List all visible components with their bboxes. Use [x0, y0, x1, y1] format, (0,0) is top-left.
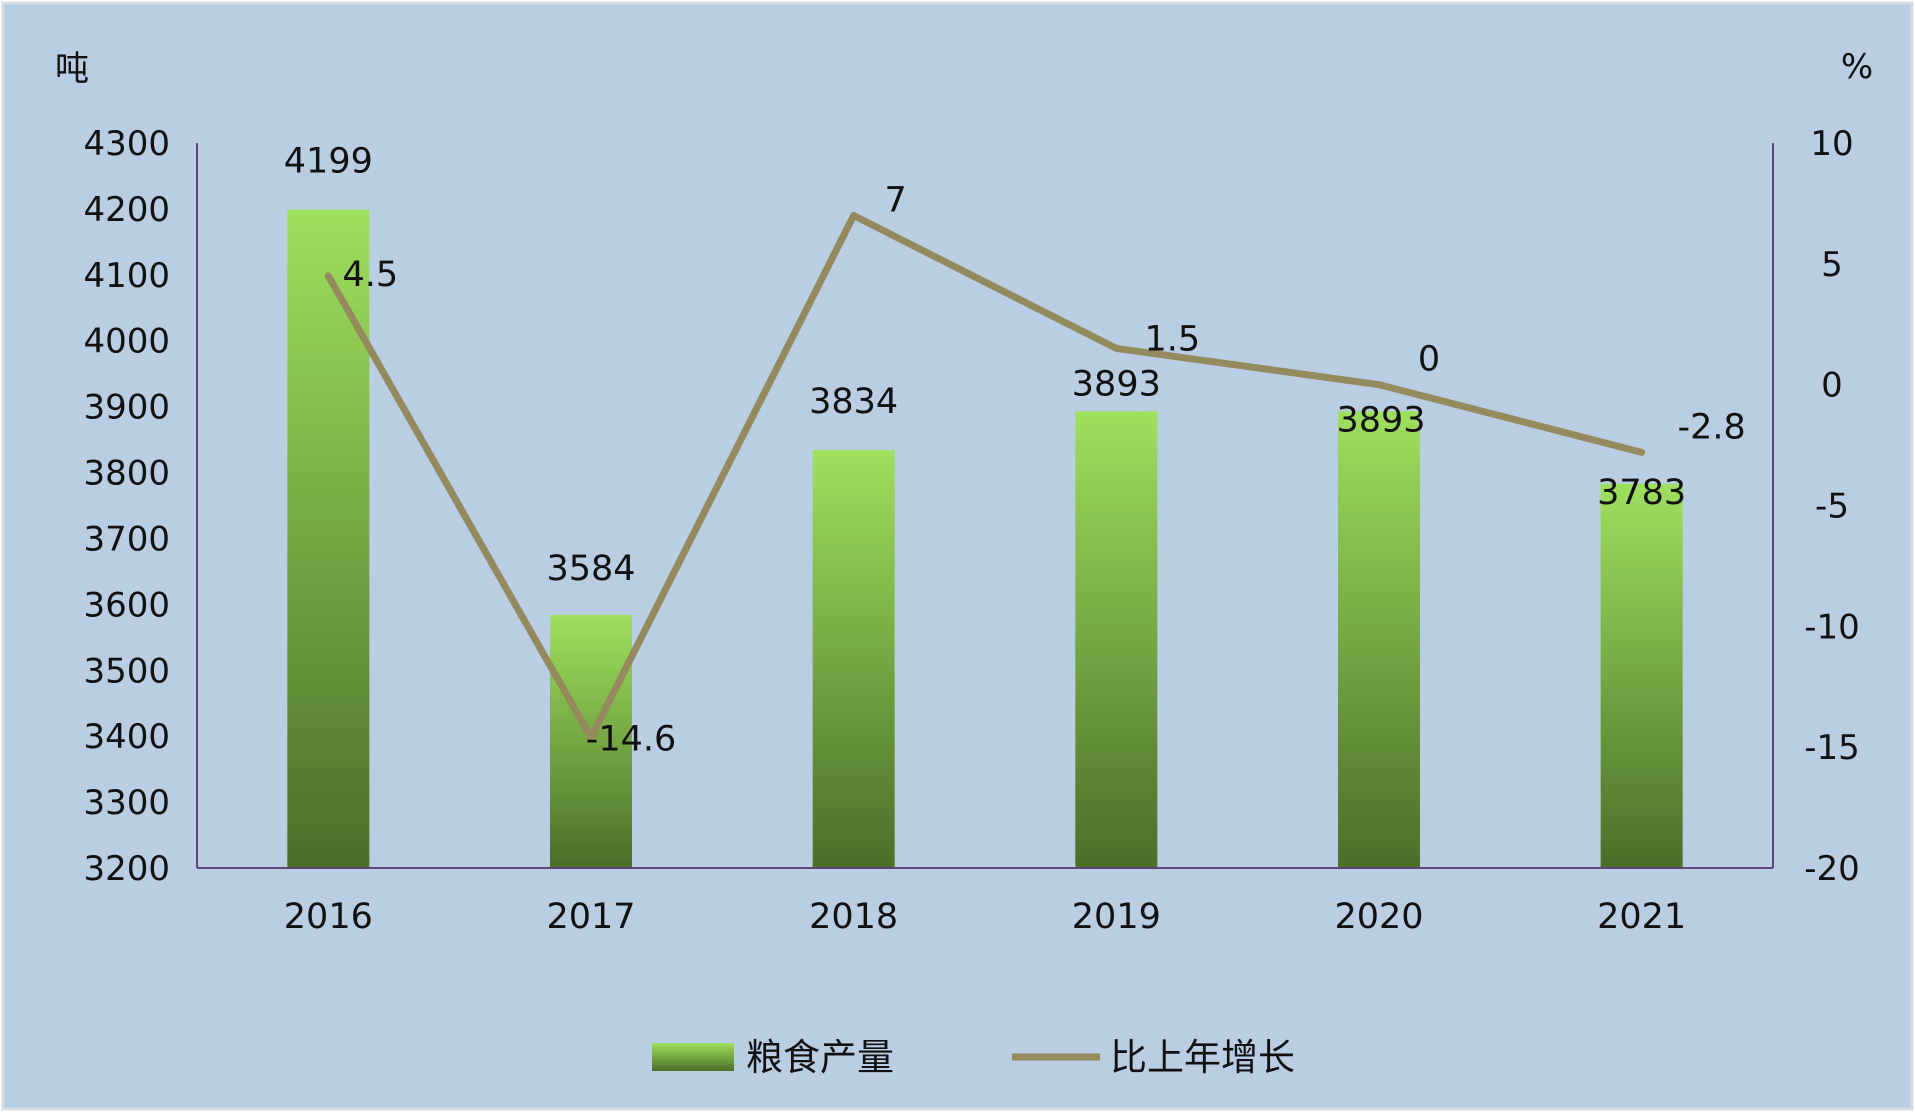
bar-value-labels: 4199 3584 3834 3893 3893 3783 [284, 142, 1686, 589]
right-tick-label: 0 [1821, 366, 1843, 406]
right-tick-label: -5 [1815, 487, 1849, 527]
line-value-label: 4.5 [342, 255, 398, 295]
left-tick-label: 4100 [83, 256, 170, 296]
bar-value-label: 4199 [284, 142, 373, 182]
left-tick-label: 3900 [83, 388, 170, 428]
left-axis-ticks: 4300 4200 4100 4000 3900 3800 3700 3600 3500 3400… [83, 124, 170, 889]
bar-value-label: 3783 [1597, 473, 1686, 513]
bar-2019 [1075, 411, 1158, 868]
line-value-label: 1.5 [1144, 319, 1200, 359]
category-label: 2021 [1597, 897, 1686, 937]
line-value-label: -14.6 [586, 720, 677, 760]
bar-value-label: 3893 [1072, 364, 1161, 404]
category-label: 2019 [1072, 897, 1161, 937]
legend-swatch-bar [652, 1043, 734, 1071]
bar-2021 [1600, 483, 1683, 868]
category-label: 2017 [546, 897, 635, 937]
bar-value-label: 3834 [809, 382, 898, 422]
category-label: 2016 [284, 897, 373, 937]
right-tick-label: -10 [1804, 607, 1860, 647]
left-tick-label: 4300 [83, 124, 170, 164]
left-tick-label: 3700 [83, 519, 170, 559]
axes [196, 143, 1774, 869]
left-axis-unit: 吨 [55, 49, 89, 89]
bar-2016 [287, 209, 370, 868]
right-tick-label: -20 [1804, 849, 1860, 889]
left-tick-label: 3200 [83, 849, 170, 889]
right-axis-unit: % [1841, 47, 1873, 87]
left-tick-label: 3800 [83, 454, 170, 494]
right-tick-label: 5 [1821, 245, 1843, 285]
growth-line [324, 212, 1646, 741]
growth-point-2020 [1376, 381, 1382, 388]
right-tick-label: 10 [1810, 124, 1853, 164]
left-tick-label: 3500 [83, 651, 170, 691]
bar-series [287, 209, 1683, 868]
legend-label-line: 比上年增长 [1110, 1036, 1295, 1079]
line-value-label: -2.8 [1678, 407, 1746, 447]
growth-point-2017 [588, 734, 594, 741]
growth-point-2019 [1113, 345, 1120, 352]
category-labels: 2016 2017 2018 2019 2020 2021 [284, 897, 1686, 937]
line-value-labels: 4.5 -14.6 7 1.5 0 -2.8 [342, 181, 1745, 760]
right-tick-label: -15 [1804, 728, 1860, 768]
line-series [324, 212, 1646, 741]
growth-point-2016 [325, 272, 332, 279]
legend-label-bar: 粮食产量 [746, 1036, 894, 1079]
right-axis-ticks: 10 5 0 -5 -10 -15 -20 [1804, 124, 1860, 889]
bar-2018 [812, 450, 895, 868]
left-tick-label: 3600 [83, 585, 170, 625]
left-tick-label: 3300 [83, 783, 170, 823]
left-tick-label: 4000 [83, 322, 170, 362]
bar-value-label: 3584 [546, 549, 635, 589]
left-tick-label: 4200 [83, 190, 170, 230]
line-value-label: 7 [885, 181, 907, 221]
bar-2017 [550, 614, 632, 868]
left-tick-label: 3400 [83, 717, 170, 757]
category-label: 2020 [1334, 897, 1423, 937]
growth-point-2018 [850, 212, 857, 219]
bar-value-label: 3893 [1336, 400, 1425, 440]
legend: 粮食产量 比上年增长 [652, 1036, 1295, 1079]
category-label: 2018 [809, 897, 898, 937]
line-value-label: 0 [1418, 340, 1440, 380]
bar-2020 [1338, 411, 1420, 868]
growth-point-2021 [1638, 449, 1645, 456]
